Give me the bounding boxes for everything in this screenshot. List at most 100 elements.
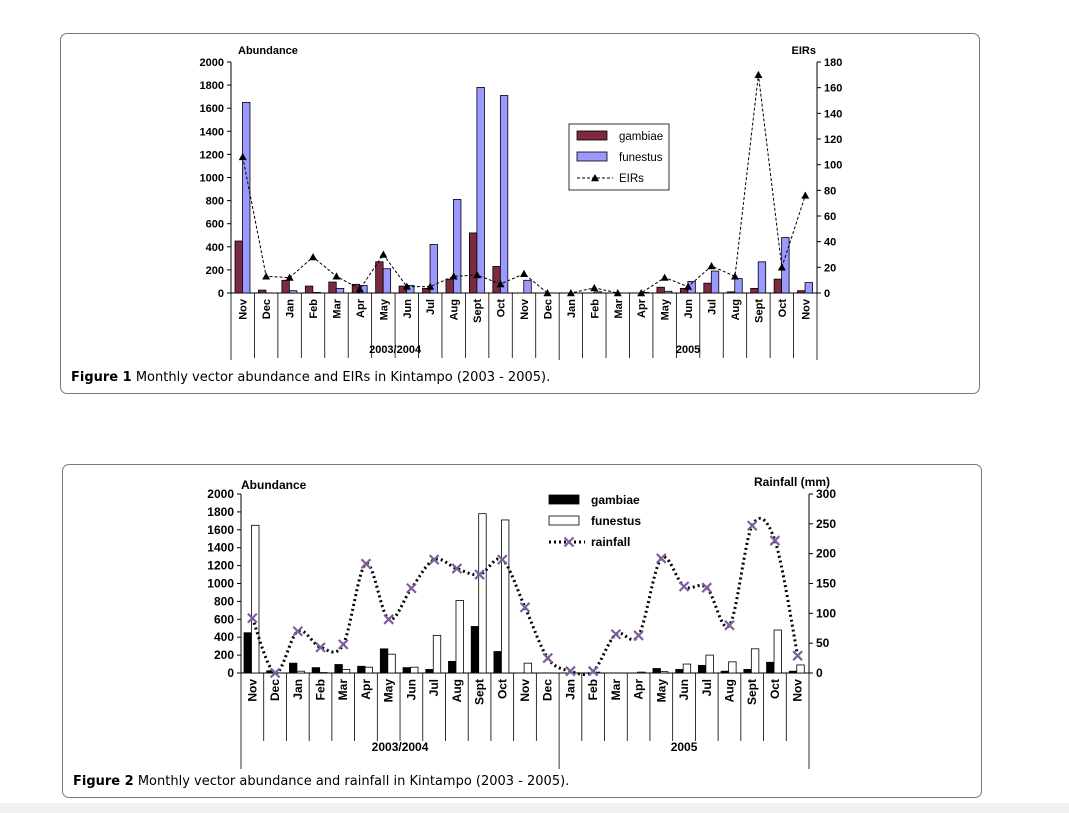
- chart-2-bar-funestus: [410, 666, 419, 674]
- chart-2-bar-funestus: [251, 524, 260, 674]
- chart-1-y-tick-label-left: 800: [206, 196, 224, 208]
- chart-1-y-tick-label-left: 600: [206, 219, 224, 231]
- chart-1-legend-label-gambiae: gambiae: [619, 131, 663, 143]
- chart-2-marker-rainfall: [269, 667, 281, 679]
- chart-1-marker-EIRs: [496, 280, 505, 288]
- chart-2-marker-rainfall: [360, 558, 372, 570]
- chart-1-x-tick-label: Nov: [519, 298, 531, 320]
- chart-2-bar-gambiae: [652, 668, 661, 674]
- chart-2-bar-funestus: [637, 671, 646, 674]
- chart-1-y-tick-label-right: 120: [824, 134, 842, 146]
- chart-1-y-tick-label-right: 100: [824, 160, 842, 172]
- chart-2-marker-rainfall: [724, 619, 735, 631]
- page-bottom-strip: [0, 803, 1069, 813]
- figure-2-caption-text: Monthly vector abundance and rainfall in…: [137, 774, 570, 789]
- chart-2-legend-swatch-funestus: [548, 515, 580, 526]
- chart-2-y-tick-label-left: 800: [214, 594, 234, 608]
- chart-2-bar-funestus: [387, 653, 396, 674]
- chart-1-y-tick-label-left: 1000: [200, 173, 224, 185]
- chart-1-x-tick-label: Apr: [355, 298, 367, 318]
- chart-1-marker-EIRs: [473, 271, 482, 279]
- chart-2-bar-gambiae: [788, 670, 798, 674]
- chart-2-y-tick-label-right: 200: [816, 547, 836, 561]
- chart-1-marker-EIRs: [660, 273, 669, 281]
- chart-2-marker-rainfall: [406, 582, 417, 594]
- chart-1-x-tick-label: Oct: [496, 299, 508, 318]
- chart-2-x-tick-label: Jun: [404, 679, 418, 700]
- chart-2-legend-label-gambiae: gambiae: [591, 493, 640, 507]
- chart-2-x-tick-label: May: [382, 679, 396, 703]
- chart-2-marker-rainfall: [474, 569, 485, 580]
- figure-1-caption: Figure 1 Monthly vector abundance and EI…: [71, 370, 550, 385]
- chart-2-group-label: 2003/2004: [372, 740, 429, 754]
- chart-1-marker-EIRs: [707, 262, 716, 270]
- chart-1-bar-gambiae: [726, 291, 736, 294]
- chart-1-marker-EIRs: [309, 253, 318, 261]
- chart-2-marker-rainfall: [337, 639, 349, 650]
- chart-2-y-tick-label-right: 100: [816, 606, 836, 620]
- chart-2-x-tick-label: Apr: [359, 679, 373, 700]
- chart-2-x-tick-label: Dec: [268, 679, 282, 701]
- chart-2-y-tick-label-left: 1600: [207, 523, 234, 537]
- figure-1-caption-text: Monthly vector abundance and EIRs in Kin…: [135, 370, 551, 385]
- chart-1-x-tick-label: Jun: [683, 299, 695, 319]
- chart-2-x-tick-label: Jan: [291, 679, 305, 700]
- chart-2-bar-gambiae: [289, 662, 298, 674]
- chart-2-marker-rainfall: [769, 535, 781, 546]
- chart-2-marker-rainfall: [610, 628, 622, 640]
- chart-1-x-tick-label: Feb: [308, 299, 320, 319]
- chart-2-x-tick-label: Apr: [632, 679, 646, 700]
- chart-1-marker-EIRs: [262, 272, 271, 280]
- chart-2-x-tick-label: Aug: [722, 679, 736, 702]
- chart-2-canvas: 0 200 400 600 800 1000 1200 1400 1600 1800 2000 0 50…: [207, 475, 836, 769]
- chart-2-bar-funestus: [773, 629, 782, 674]
- chart-1-bar-gambiae: [445, 278, 454, 294]
- chart-1-y-axis-title-left: Abundance: [238, 45, 298, 57]
- chart-2-y-tick-label-left: 2000: [207, 487, 234, 501]
- chart-1-bar-funestus: [242, 102, 251, 294]
- chart-1-marker-EIRs: [238, 152, 247, 161]
- chart-2-x-tick-label: Jul: [700, 679, 714, 696]
- chart-1-marker-EIRs: [777, 263, 786, 271]
- chart-1-marker-EIRs: [332, 272, 341, 280]
- chart-1-legend-label-funestus: funestus: [619, 152, 663, 164]
- chart-2-y-tick-label-right: 150: [816, 577, 836, 591]
- chart-2-x-tick-label: Sept: [473, 679, 487, 705]
- chart-2-bar-gambiae: [357, 665, 366, 674]
- chart-2-x-tick-label: Oct: [768, 679, 782, 699]
- chart-1-bar-funestus: [335, 287, 345, 294]
- chart-2-x-tick-label: Jul: [427, 679, 441, 696]
- chart-2-bar-gambiae: [720, 670, 730, 674]
- chart-2-bar-funestus: [364, 666, 374, 674]
- chart-2-bar-funestus: [660, 671, 669, 674]
- chart-1-marker-EIRs: [543, 289, 552, 297]
- chart-1-y-tick-label-left: 400: [206, 242, 224, 254]
- chart-1-bar-funestus: [476, 87, 485, 294]
- chart-1-bar-funestus: [312, 292, 321, 294]
- chart-2-y-tick-label-left: 600: [214, 612, 234, 626]
- chart-1-bar-gambiae: [258, 289, 267, 294]
- chart-1-x-tick-label: Apr: [636, 298, 648, 318]
- chart-2-line-rainfall: [250, 516, 800, 676]
- chart-1-x-tick-label: Aug: [449, 299, 461, 320]
- chart-1-marker-EIRs: [402, 282, 411, 290]
- chart-2-bar-gambiae: [334, 664, 343, 674]
- chart-2-bar-gambiae: [311, 667, 321, 674]
- chart-1-legend-marker-EIRs: [591, 174, 599, 182]
- chart-2-y-tick-label-left: 400: [214, 630, 234, 644]
- chart-1-marker-EIRs: [801, 191, 810, 199]
- chart-1-x-tick-label: Jul: [425, 299, 437, 315]
- chart-1-y-tick-label-right: 140: [824, 108, 842, 120]
- chart-2-bar-funestus: [750, 648, 760, 674]
- chart-1-marker-EIRs: [590, 283, 599, 292]
- chart-2-group-label: 2005: [671, 740, 698, 754]
- chart-2-y-tick-label-right: 50: [816, 636, 830, 650]
- chart-1-bar-funestus: [382, 268, 392, 294]
- chart-2-bar-funestus: [501, 519, 510, 674]
- chart-1-bar-gambiae: [281, 279, 290, 294]
- chart-2-marker-rainfall: [292, 625, 304, 637]
- chart-2-bar-gambiae: [743, 669, 752, 674]
- chart-2-bar-gambiae: [470, 626, 480, 674]
- chart-2-bar-gambiae: [675, 669, 684, 674]
- chart-1-bar-funestus: [523, 279, 532, 294]
